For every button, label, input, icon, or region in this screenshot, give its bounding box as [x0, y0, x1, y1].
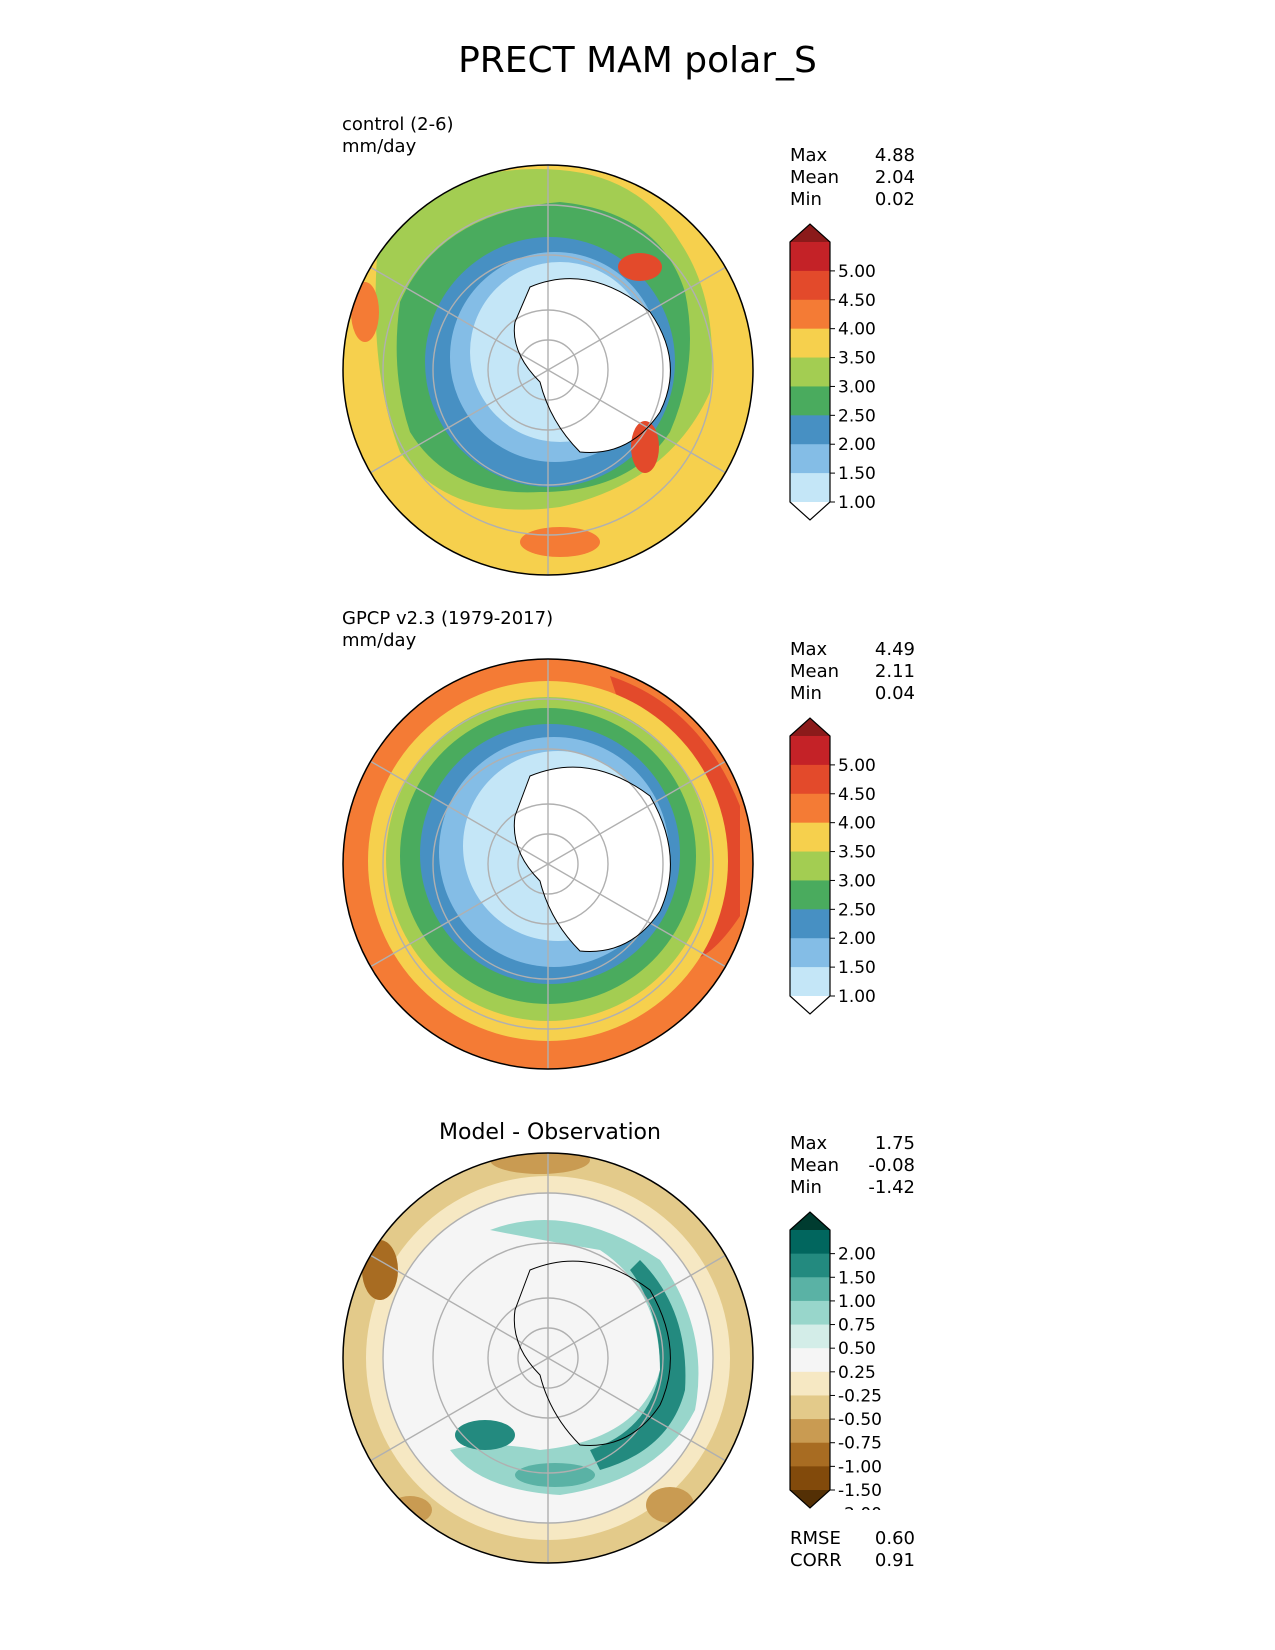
colorbar-tick-label: 1.50 [838, 958, 876, 978]
colorbar-swatch [790, 1466, 830, 1491]
colorbar-tick-label: 1.00 [838, 987, 876, 1007]
panel-3-map [342, 1152, 754, 1564]
colorbar-tick-label: 4.00 [838, 320, 876, 340]
panel-1-subtitle-name: control (2-6) [342, 114, 454, 135]
colorbar-swatch [790, 851, 830, 881]
colorbar-tick-label: 2.00 [838, 1245, 876, 1265]
colorbar-tick-label: 1.00 [838, 1292, 876, 1312]
colorbar-tick-label: 0.75 [838, 1316, 876, 1336]
colorbar-swatch [790, 224, 830, 242]
colorbar-tick-label: 3.50 [838, 349, 876, 369]
colorbar-tick-label: 1.50 [838, 464, 876, 484]
colorbar-swatch [790, 1212, 830, 1230]
colorbar-swatch [790, 1419, 830, 1444]
panel-2-subtitle-units: mm/day [342, 630, 417, 651]
panel-2-map [342, 658, 754, 1070]
colorbar-tick-label: 1.50 [838, 1268, 876, 1288]
panel-1-subtitle: control (2-6) mm/day [342, 114, 454, 158]
colorbar-tick-label: -0.25 [838, 1386, 882, 1406]
colorbar-swatch [790, 1442, 830, 1467]
colorbar-swatch [790, 242, 830, 272]
colorbar-swatch [790, 1230, 830, 1255]
colorbar-swatch [790, 822, 830, 853]
colorbar-tick-label: -2.00 [838, 1505, 882, 1510]
stat-corr: CORR 0.91 [790, 1550, 915, 1571]
colorbar-tick-label: 0.25 [838, 1363, 876, 1383]
colorbar-swatch [790, 415, 830, 445]
colorbar-tick-label: 0.50 [838, 1339, 876, 1359]
colorbar-tick-label: 3.50 [838, 843, 876, 863]
colorbar-swatch [790, 1324, 830, 1349]
panel-2-colorbar: 5.004.504.003.503.002.502.001.501.000.50 [789, 717, 876, 1016]
colorbar-swatch [790, 1300, 830, 1326]
colorbar-swatch [790, 996, 830, 1014]
colorbar-swatch [790, 736, 830, 766]
figure-title: PRECT MAM polar_S [458, 40, 817, 81]
colorbar-swatch [790, 357, 830, 387]
colorbar-tick-label: 5.00 [838, 262, 876, 282]
colorbar-swatch [790, 270, 830, 301]
colorbar-swatch [790, 386, 830, 416]
colorbar-tick-label: 2.00 [838, 929, 876, 949]
colorbar-swatch [790, 793, 830, 824]
stat-min: Min 0.02 [790, 189, 915, 210]
panel-3-colorbar: 2.00 1.50 1.00 0.75 0.50 0.25 -0.25 -0.50 -0.75 -… [789, 1211, 882, 1510]
colorbar-swatch [790, 1253, 830, 1278]
panel-1-stats: Max 4.88 Mean 2.04 Min 0.02 [790, 145, 915, 211]
panel-1-colorbar: 5.004.504.003.503.002.502.001.501.000.50 [789, 223, 876, 522]
colorbar-swatch [790, 718, 830, 736]
panel-1-map [342, 164, 754, 576]
stat-max: Max 1.75 [790, 1133, 915, 1154]
panel-1-subtitle-units: mm/day [342, 136, 417, 157]
colorbar-tick-label: 2.50 [838, 900, 876, 920]
colorbar-swatch [790, 1490, 830, 1508]
stat-max: Max 4.49 [790, 639, 915, 660]
panel-2-subtitle-name: GPCP v2.3 (1979-2017) [342, 608, 554, 629]
colorbar-swatch [790, 1395, 830, 1420]
colorbar-tick-label: -1.50 [838, 1481, 882, 1501]
colorbar-swatch [790, 967, 830, 997]
colorbar-swatch [790, 764, 830, 795]
panel-2-subtitle: GPCP v2.3 (1979-2017) mm/day [342, 608, 553, 652]
stat-mean: Mean -0.08 [790, 1155, 915, 1176]
colorbar-swatch [790, 502, 830, 520]
colorbar-tick-label: -0.75 [838, 1434, 882, 1454]
colorbar-tick-label: 5.00 [838, 756, 876, 776]
panel-2-stats: Max 4.49 Mean 2.11 Min 0.04 [790, 639, 915, 705]
colorbar-swatch [790, 1371, 830, 1396]
panel-3-error-stats: RMSE 0.60 CORR 0.91 [790, 1528, 915, 1572]
colorbar-tick-label: 2.00 [838, 435, 876, 455]
colorbar-swatch [790, 473, 830, 503]
panel-3-stats: Max 1.75 Mean -0.08 Min -1.42 [790, 1133, 915, 1199]
colorbar-tick-label: 3.00 [838, 377, 876, 397]
colorbar-swatch [790, 1277, 830, 1302]
stat-max: Max 4.88 [790, 145, 915, 166]
colorbar-tick-label: 3.00 [838, 871, 876, 891]
colorbar-swatch [790, 938, 830, 968]
stat-min: Min -1.42 [790, 1177, 915, 1198]
colorbar-swatch [790, 444, 830, 474]
stat-mean: Mean 2.11 [790, 661, 915, 682]
colorbar-swatch [790, 1348, 830, 1373]
colorbar-swatch [790, 328, 830, 359]
colorbar-tick-label: 4.00 [838, 814, 876, 834]
colorbar-swatch [790, 909, 830, 939]
stat-rmse: RMSE 0.60 [790, 1528, 915, 1549]
colorbar-tick-label: -0.50 [838, 1410, 882, 1430]
colorbar-tick-label: 4.50 [838, 785, 876, 805]
colorbar-swatch [790, 880, 830, 910]
colorbar-tick-label: 2.50 [838, 406, 876, 426]
stat-mean: Mean 2.04 [790, 167, 915, 188]
panel-3-title: Model - Observation [439, 1120, 661, 1145]
stat-min: Min 0.04 [790, 683, 915, 704]
colorbar-tick-label: 1.00 [838, 493, 876, 513]
colorbar-swatch [790, 299, 830, 330]
colorbar-tick-label: -1.00 [838, 1457, 882, 1477]
colorbar-tick-label: 4.50 [838, 291, 876, 311]
